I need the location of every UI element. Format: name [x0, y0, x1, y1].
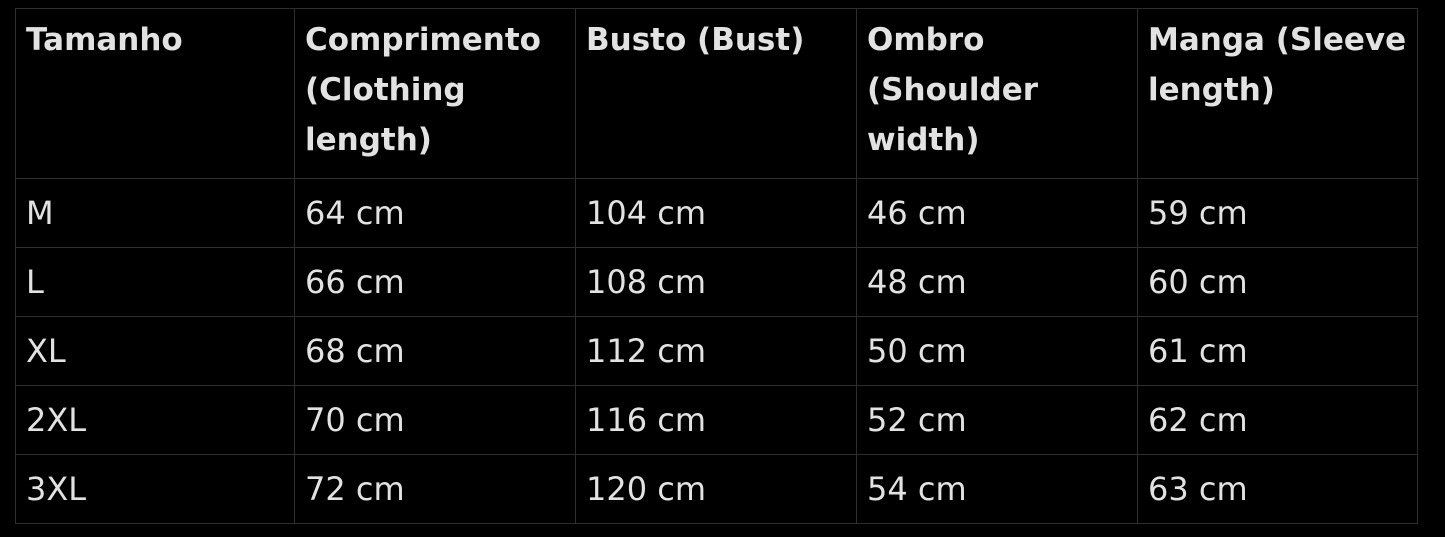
cell-length: 68 cm [294, 316, 576, 386]
header-bust: Busto (Bust) [575, 8, 857, 179]
cell-shoulder: 50 cm [856, 316, 1138, 386]
header-size: Tamanho [15, 8, 295, 179]
cell-length: 64 cm [294, 178, 576, 248]
cell-sleeve: 61 cm [1137, 316, 1418, 386]
cell-size: M [15, 178, 295, 248]
cell-shoulder: 52 cm [856, 385, 1138, 455]
cell-size: 2XL [15, 385, 295, 455]
cell-length: 70 cm [294, 385, 576, 455]
header-shoulder: Ombro (Shoulder width) [856, 8, 1138, 179]
cell-shoulder: 54 cm [856, 454, 1138, 524]
cell-bust: 108 cm [575, 247, 857, 317]
table-row: M 64 cm 104 cm 46 cm 59 cm [15, 178, 1418, 248]
table-row: 3XL 72 cm 120 cm 54 cm 63 cm [15, 454, 1418, 524]
cell-shoulder: 48 cm [856, 247, 1138, 317]
cell-sleeve: 62 cm [1137, 385, 1418, 455]
size-chart-table: Tamanho Comprimento (Clothing length) Bu… [15, 8, 1418, 524]
cell-shoulder: 46 cm [856, 178, 1138, 248]
header-row: Tamanho Comprimento (Clothing length) Bu… [15, 8, 1418, 179]
cell-size: 3XL [15, 454, 295, 524]
cell-length: 72 cm [294, 454, 576, 524]
cell-bust: 116 cm [575, 385, 857, 455]
table-row: 2XL 70 cm 116 cm 52 cm 62 cm [15, 385, 1418, 455]
cell-length: 66 cm [294, 247, 576, 317]
cell-bust: 120 cm [575, 454, 857, 524]
cell-bust: 112 cm [575, 316, 857, 386]
header-length: Comprimento (Clothing length) [294, 8, 576, 179]
cell-sleeve: 63 cm [1137, 454, 1418, 524]
header-sleeve: Manga (Sleeve length) [1137, 8, 1418, 179]
cell-sleeve: 60 cm [1137, 247, 1418, 317]
cell-bust: 104 cm [575, 178, 857, 248]
table-row: XL 68 cm 112 cm 50 cm 61 cm [15, 316, 1418, 386]
cell-size: L [15, 247, 295, 317]
cell-sleeve: 59 cm [1137, 178, 1418, 248]
cell-size: XL [15, 316, 295, 386]
table-row: L 66 cm 108 cm 48 cm 60 cm [15, 247, 1418, 317]
